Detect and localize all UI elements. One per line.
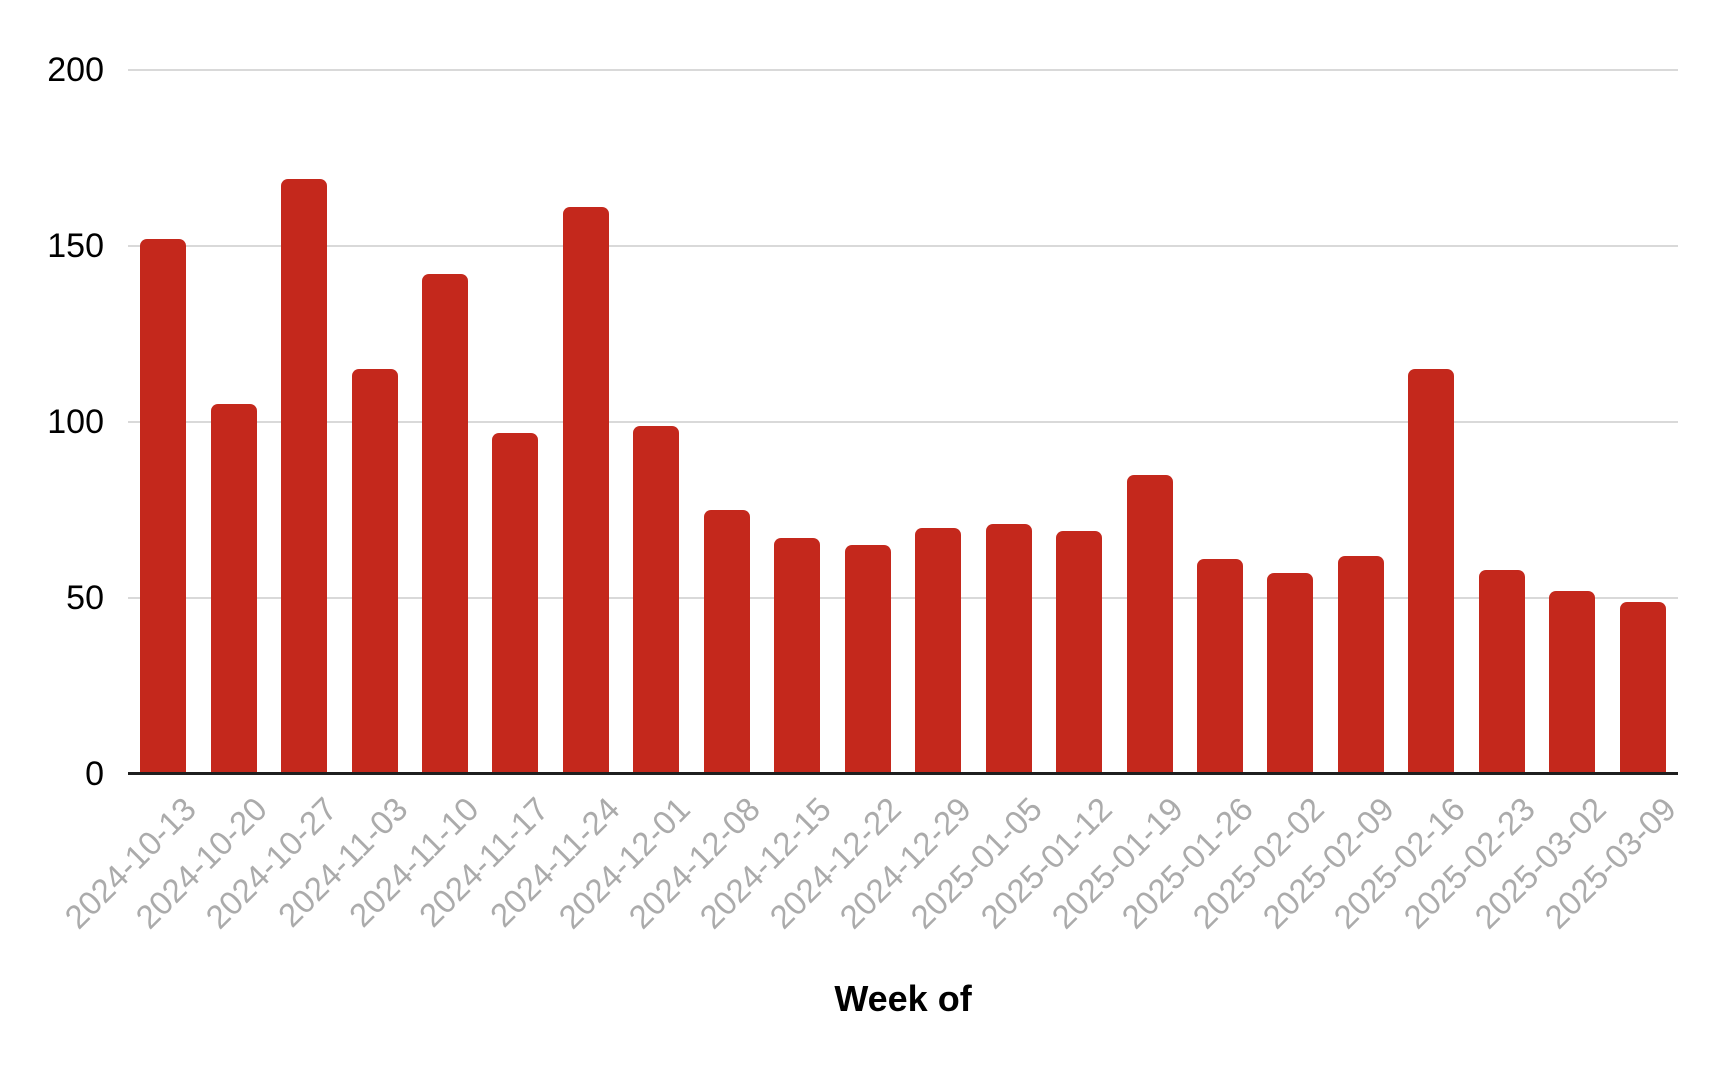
y-tick-label-100: 100: [47, 403, 104, 441]
bar-band: [269, 70, 339, 774]
bar-2024-12-15[interactable]: [774, 538, 821, 774]
x-axis-title: Week of: [834, 978, 972, 1019]
bar-2024-11-17[interactable]: [492, 432, 539, 774]
bar-band: [621, 70, 691, 774]
bar-2024-10-27[interactable]: [281, 179, 328, 774]
bar-band: [551, 70, 621, 774]
bar-2024-12-01[interactable]: [633, 425, 680, 774]
y-tick-label-150: 150: [47, 227, 104, 265]
bar-band: [762, 70, 832, 774]
bar-2024-12-22[interactable]: [844, 545, 891, 774]
bar-2025-02-09[interactable]: [1337, 555, 1384, 774]
bar-band: [833, 70, 903, 774]
bar-band: [1326, 70, 1396, 774]
y-tick-label-200: 200: [47, 51, 104, 89]
bar-2025-02-02[interactable]: [1267, 573, 1314, 774]
bar-band: [1396, 70, 1466, 774]
gridline-150: [128, 245, 1678, 247]
bar-band: [692, 70, 762, 774]
bar-band: [903, 70, 973, 774]
bar-band: [128, 70, 198, 774]
bar-2024-11-03[interactable]: [351, 369, 398, 774]
bar-2025-01-19[interactable]: [1126, 474, 1173, 774]
bar-2025-01-05[interactable]: [985, 524, 1032, 774]
bar-band: [1467, 70, 1537, 774]
bar-band: [1608, 70, 1678, 774]
bar-2025-02-23[interactable]: [1478, 569, 1525, 774]
bar-2024-11-24[interactable]: [562, 207, 609, 774]
bar-band: [410, 70, 480, 774]
bar-band: [1044, 70, 1114, 774]
bar-band: [973, 70, 1043, 774]
bar-band: [198, 70, 268, 774]
bar-band: [1114, 70, 1184, 774]
gridline-50: [128, 597, 1678, 599]
y-tick-label-0: 0: [85, 755, 104, 793]
bar-band: [1185, 70, 1255, 774]
bars-layer: [128, 70, 1678, 774]
bar-2024-10-13[interactable]: [140, 238, 187, 774]
gridline-200: [128, 69, 1678, 71]
bar-2025-01-26[interactable]: [1197, 559, 1244, 774]
gridline-100: [128, 421, 1678, 423]
plot-area: [128, 69, 1678, 775]
bar-2024-11-10[interactable]: [422, 274, 469, 774]
bar-2024-12-29[interactable]: [915, 527, 962, 774]
x-axis-line: [128, 772, 1678, 775]
bar-band: [1255, 70, 1325, 774]
bar-2025-03-09[interactable]: [1619, 601, 1666, 774]
y-tick-label-50: 50: [66, 579, 104, 617]
bar-2025-02-16[interactable]: [1408, 369, 1455, 774]
bar-2024-10-20[interactable]: [210, 404, 257, 774]
bar-band: [339, 70, 409, 774]
bar-2025-01-12[interactable]: [1056, 531, 1103, 774]
bar-2024-12-08[interactable]: [703, 510, 750, 774]
bar-band: [480, 70, 550, 774]
bar-2025-03-02[interactable]: [1549, 590, 1596, 774]
bar-band: [1537, 70, 1607, 774]
